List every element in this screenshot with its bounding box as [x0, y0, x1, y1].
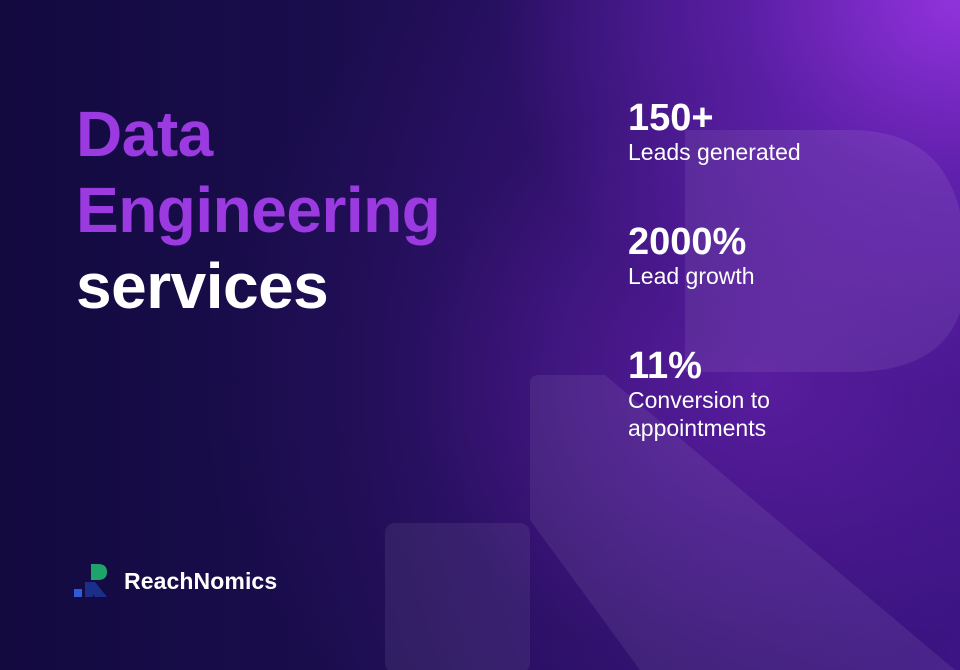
headline-line-services: services	[76, 250, 329, 322]
headline-line-engineering: Engineering	[76, 174, 441, 246]
stat-label: Leads generated	[628, 139, 801, 165]
stat-value: 11%	[628, 345, 702, 387]
stat-conversion: 11% Conversion to appointments	[628, 346, 848, 442]
reachnomics-logo-icon	[74, 564, 107, 597]
stat-value: 150+	[628, 97, 714, 139]
page-headline: Data Engineering services	[76, 96, 441, 324]
brand-name: ReachNomics	[124, 567, 278, 594]
stat-label: Conversion to appointments	[628, 387, 770, 441]
stat-lead-growth: 2000% Lead growth	[628, 222, 848, 290]
stat-value: 2000%	[628, 221, 747, 263]
stat-leads-generated: 150+ Leads generated	[628, 98, 848, 166]
brand-lockup: ReachNomics	[73, 564, 277, 598]
stat-label: Lead growth	[628, 263, 755, 289]
headline-line-data: Data	[76, 98, 213, 170]
